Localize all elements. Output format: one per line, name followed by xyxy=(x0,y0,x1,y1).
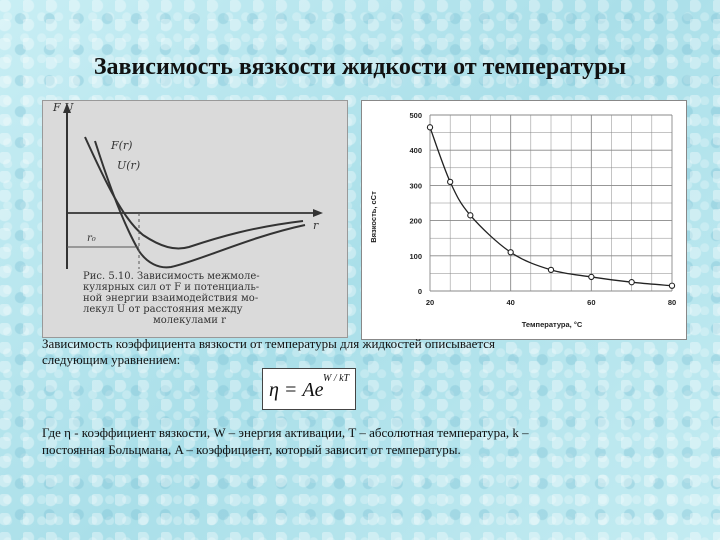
viscosity-series-line xyxy=(429,127,673,287)
y-axis-arrow xyxy=(63,103,71,113)
y-tick-label: 500 xyxy=(409,111,422,120)
x-tick-label: 40 xyxy=(506,298,514,307)
equation-intro: Зависимость коэффициента вязкости от тем… xyxy=(42,336,662,368)
formula-description-line-1: Где η - коэффициент вязкости, W – энерги… xyxy=(42,425,529,440)
curve-U xyxy=(94,140,306,269)
x-tick-label: 80 xyxy=(668,298,676,307)
equation-intro-line-2: следующим уравнением: xyxy=(42,352,181,367)
force-energy-graph: F U r F(r) U(r) r₀ Рис. 5.10. Зависимост… xyxy=(43,101,347,337)
curve-U-label: U(r) xyxy=(117,159,140,172)
y-tick-label: 400 xyxy=(409,146,422,155)
viscosity-chart: 20 40 60 80 0 100 200 300 400 500 Вязкость, сСт Т… xyxy=(361,100,687,340)
viscosity-chart-svg: 20 40 60 80 0 100 200 300 400 500 Вязкость, сСт Т… xyxy=(369,111,676,329)
viscosity-points xyxy=(426,124,676,289)
x-axis-label: r xyxy=(313,219,319,232)
formula-main: η = Ae xyxy=(269,379,324,401)
y-tick-label: 300 xyxy=(409,181,422,190)
y-tick-label: 0 xyxy=(418,287,422,296)
formula-box: η = Ae W / kT xyxy=(262,368,356,410)
data-point xyxy=(668,282,676,289)
chart-y-label: Вязкость, сСт xyxy=(369,191,378,243)
data-point xyxy=(547,266,555,274)
data-point xyxy=(447,178,454,186)
data-point xyxy=(588,273,595,281)
figure-caption-line-3: ной энергии взаимодействия мо- xyxy=(83,293,258,304)
r0-label: r₀ xyxy=(87,233,96,244)
figure-caption-line-2: кулярных сил от F и потенциаль- xyxy=(83,282,259,293)
y-tick-label: 200 xyxy=(409,217,422,226)
chart-ticks: 20 40 60 80 0 100 200 300 400 500 xyxy=(409,111,676,307)
equation-intro-line-1: Зависимость коэффициента вязкости от тем… xyxy=(42,336,495,351)
formula-description: Где η - коэффициент вязкости, W – энерги… xyxy=(42,424,692,458)
figure-caption-line-4: лекул U от расстояния между xyxy=(83,304,243,315)
slide-title: Зависимость вязкости жидкости от темпера… xyxy=(93,54,627,80)
formula-exponent: W / kT xyxy=(323,373,350,384)
chart-x-label: Температура, °C xyxy=(522,320,583,329)
x-tick-label: 60 xyxy=(587,298,595,307)
data-point xyxy=(426,124,434,131)
x-tick-label: 20 xyxy=(426,298,434,307)
scanned-figure: F U r F(r) U(r) r₀ Рис. 5.10. Зависимост… xyxy=(42,100,348,338)
data-point xyxy=(467,212,474,219)
data-point xyxy=(507,249,514,256)
data-point xyxy=(628,279,635,286)
figure-caption-line-1: Рис. 5.10. Зависимость межмоле- xyxy=(83,271,260,282)
formula-description-line-2: постоянная Больцмана, A – коэффициент, к… xyxy=(42,442,461,457)
y-tick-label: 100 xyxy=(409,252,422,261)
x-axis-arrow xyxy=(313,209,323,217)
chart-grid xyxy=(429,114,673,292)
y-axis-label: F U xyxy=(52,101,74,114)
figure-caption-line-5: молекулами r xyxy=(153,315,226,326)
curve-F-label: F(r) xyxy=(110,139,132,152)
